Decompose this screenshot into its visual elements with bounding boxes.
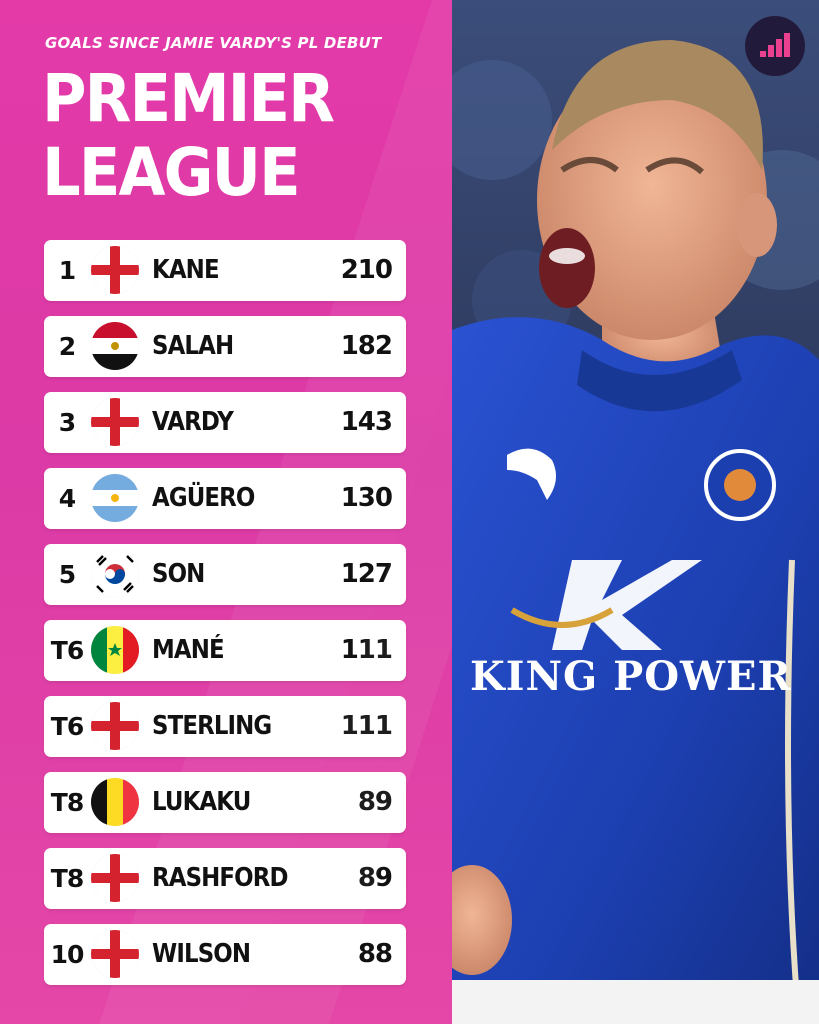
ranking-row: 3 VARDY 143 — [44, 392, 406, 453]
senegal-flag-icon — [91, 626, 139, 674]
ranking-row: 2 SALAH 182 — [44, 316, 406, 377]
england-flag-icon — [91, 702, 139, 750]
player-name: WILSON — [152, 939, 251, 969]
south-korea-flag-icon — [91, 550, 139, 598]
ranking-row: T8 LUKAKU 89 — [44, 772, 406, 833]
goal-count: 111 — [340, 711, 393, 741]
rank-label: T6 — [50, 712, 84, 741]
rank-label: T8 — [50, 788, 84, 817]
goal-count: 182 — [340, 331, 393, 361]
goal-count: 127 — [340, 559, 393, 589]
goal-count: 111 — [340, 635, 393, 665]
argentina-flag-icon — [91, 474, 139, 522]
england-flag-icon — [91, 398, 139, 446]
player-name: KANE — [152, 255, 220, 285]
rank-label: 5 — [58, 560, 76, 589]
goal-count: 88 — [357, 939, 393, 969]
ranking-row: 5 SON 127 — [44, 544, 406, 605]
england-flag-icon — [91, 854, 139, 902]
player-name: RASHFORD — [152, 863, 288, 893]
ranking-row: 10 WILSON 88 — [44, 924, 406, 985]
ranking-row: T8 RASHFORD 89 — [44, 848, 406, 909]
page-title: PREMIER LEAGUE — [42, 60, 335, 211]
rank-label: 4 — [58, 484, 76, 513]
player-name: SON — [152, 559, 205, 589]
player-name: SALAH — [152, 331, 234, 361]
ranking-row: 4 AGÜERO 130 — [44, 468, 406, 529]
goal-count: 89 — [357, 787, 393, 817]
ranking-row: 1 KANE 210 — [44, 240, 406, 301]
ranking-row: T6 STERLING 111 — [44, 696, 406, 757]
rank-label: T8 — [50, 864, 84, 893]
rank-label: 2 — [58, 332, 76, 361]
england-flag-icon — [91, 246, 139, 294]
rank-label: 1 — [58, 256, 76, 285]
goal-count: 143 — [340, 407, 393, 437]
rank-label: 3 — [58, 408, 76, 437]
rank-label: T6 — [50, 636, 84, 665]
player-name: AGÜERO — [152, 483, 255, 513]
goal-count: 89 — [357, 863, 393, 893]
player-name: LUKAKU — [152, 787, 251, 817]
belgium-flag-icon — [91, 778, 139, 826]
egypt-flag-icon — [91, 322, 139, 370]
title-line-2: LEAGUE — [42, 134, 301, 211]
goal-count: 130 — [340, 483, 393, 513]
player-name: MANÉ — [152, 635, 225, 665]
brand-logo-icon — [760, 33, 790, 57]
player-name: VARDY — [152, 407, 234, 437]
england-flag-icon — [91, 930, 139, 978]
shirt-sponsor: KING POWER — [470, 653, 792, 700]
ranking-row: T6 MANÉ 111 — [44, 620, 406, 681]
subtitle: GOALS SINCE JAMIE VARDY'S PL DEBUT — [45, 34, 382, 52]
ranking-list: 1 KANE 210 2 SALAH 182 3 VARDY 143 4 AGÜERO 130 5 SON… — [44, 240, 406, 1000]
rank-label: 10 — [50, 940, 85, 969]
player-name: STERLING — [152, 711, 272, 741]
title-line-1: PREMIER — [42, 60, 335, 137]
stats-panel: GOALS SINCE JAMIE VARDY'S PL DEBUT PREMI… — [0, 0, 452, 1024]
goal-count: 210 — [340, 255, 393, 285]
brand-logo — [745, 16, 805, 76]
player-illustration: KING POWER — [452, 0, 819, 1024]
player-photo: KING POWER — [452, 0, 819, 1024]
